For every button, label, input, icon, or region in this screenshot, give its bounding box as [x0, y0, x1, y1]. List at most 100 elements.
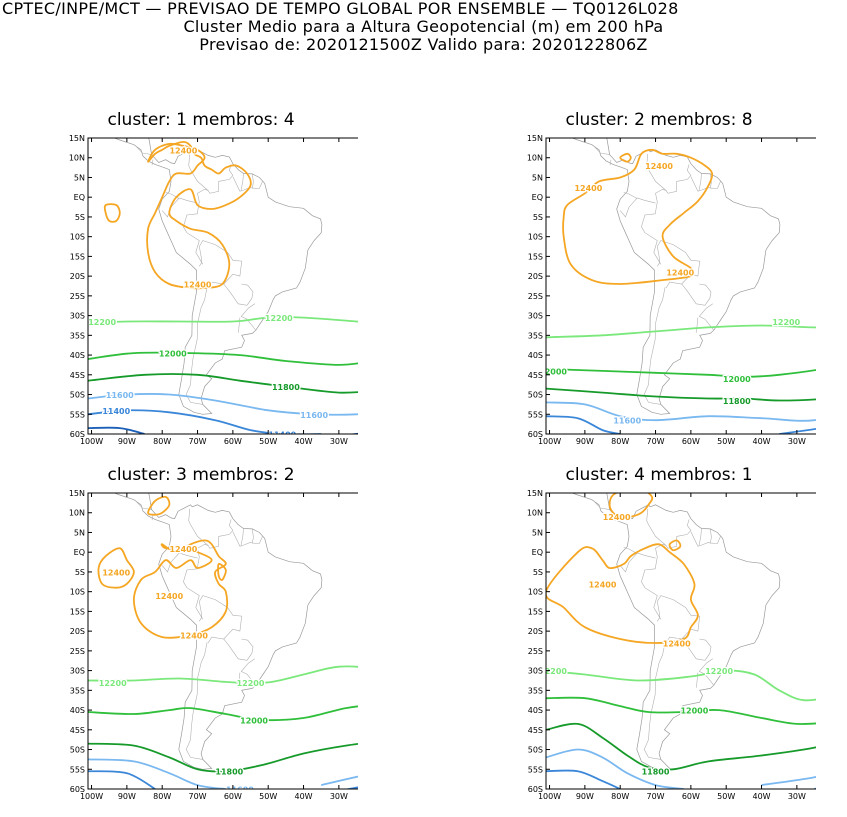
contour-label: 11600 [613, 417, 641, 426]
country-border [240, 303, 257, 331]
country-border [161, 197, 198, 218]
lat-label: 20S [70, 627, 85, 636]
lat-label: 35S [70, 331, 85, 340]
map-frame [87, 137, 358, 435]
country-border [710, 528, 712, 544]
country-border [240, 528, 244, 546]
header-line-3: Previsao de: 2020121500Z Valido para: 20… [199, 35, 648, 54]
contour-label: 12400 [666, 269, 694, 278]
contour-label: 12200 [539, 667, 567, 676]
lat-label: 15N [69, 134, 85, 143]
lon-label: 70W [188, 792, 206, 801]
lat-label: 55S [528, 410, 543, 419]
country-border [623, 192, 637, 199]
contour-11600 [546, 748, 684, 789]
lat-label: 15S [70, 252, 85, 261]
lon-label: 70W [188, 437, 206, 446]
country-border [609, 159, 612, 166]
contour-11600 [761, 775, 816, 786]
lon-label: 40W [752, 437, 770, 446]
lon-label: 80W [153, 437, 171, 446]
contour-label: 12400 [574, 184, 602, 193]
contour-12400 [133, 539, 229, 639]
contour-12400 [608, 493, 654, 519]
country-border [232, 531, 263, 547]
contour-label: 12000 [240, 716, 268, 725]
contour-label: 12200 [265, 314, 293, 323]
lon-label: 30W [788, 792, 806, 801]
contour-12400 [97, 547, 135, 589]
lat-label: 10N [69, 154, 85, 163]
contour-12400 [217, 563, 227, 581]
contour-11600 [88, 393, 358, 416]
lon-label: 90W [118, 792, 136, 801]
contour-label: 12000 [159, 350, 187, 359]
country-border [646, 153, 667, 191]
country-border [198, 595, 243, 644]
map-cluster-1: 12400 12400 12200 12200 12000 11800 11600 11600… [69, 134, 358, 446]
coastline [571, 138, 781, 415]
country-border [641, 519, 692, 620]
panel-cluster-2: cluster: 2 membros: 8 12400 12400 12400 122… [494, 110, 824, 446]
country-border [188, 153, 209, 191]
lat-label: 10N [527, 154, 543, 163]
contour-label: 12200 [705, 667, 733, 676]
contour-label: 11400 [102, 407, 130, 416]
lat-label: 10N [69, 509, 85, 518]
lat-label: 50S [528, 746, 543, 755]
country-border [710, 173, 712, 189]
country-border [161, 552, 198, 573]
map-layer: 12400 12400 12400 12200 12200 12000 11800 [539, 493, 816, 789]
contour-label: 11600 [106, 391, 134, 400]
lat-label: 20S [528, 272, 543, 281]
lat-label: EQ [532, 193, 543, 202]
lat-label: 35S [528, 331, 543, 340]
country-border [185, 642, 208, 760]
lat-label: 25S [70, 647, 85, 656]
lon-label: 100W [538, 792, 561, 801]
contour-12400 [562, 148, 714, 285]
lat-label: EQ [74, 548, 85, 557]
lat-label: 45S [70, 726, 85, 735]
map-cluster-3: 12400 12400 12400 12400 12200 12200 12000 11800… [69, 489, 358, 801]
lon-label: 90W [576, 792, 594, 801]
lat-label: 55S [70, 765, 85, 774]
lon-label: 60W [224, 792, 242, 801]
country-border [238, 317, 241, 333]
lat-label: 10S [528, 588, 543, 597]
lon-label: 50W [259, 792, 277, 801]
country-border [681, 638, 712, 661]
lat-label: 20S [70, 272, 85, 281]
coastline [113, 138, 323, 415]
country-border [135, 145, 152, 155]
lat-label: 30S [70, 667, 85, 676]
contour-label: 12400 [102, 568, 130, 577]
country-border [656, 595, 701, 644]
country-border [619, 197, 656, 218]
country-border [681, 283, 712, 306]
lat-label: 35S [528, 686, 543, 695]
contour-11800 [546, 387, 816, 402]
contour-label: 12400 [603, 513, 631, 522]
contour-label: 12400 [663, 639, 691, 648]
lat-label: 5N [532, 173, 543, 182]
contour-label: 12400 [184, 281, 212, 290]
contour-11800 [88, 373, 358, 394]
lat-label: 35S [70, 686, 85, 695]
lon-label: 60W [682, 792, 700, 801]
contour-11800 [546, 722, 816, 771]
lat-label: 25S [528, 292, 543, 301]
country-border [623, 547, 637, 554]
lat-label: 30S [70, 312, 85, 321]
country-border [151, 514, 154, 521]
map-layer: 12400 12400 12200 12200 12000 11800 11600 11600… [88, 138, 358, 434]
contour-12200 [546, 324, 816, 339]
country-border [698, 658, 715, 686]
lat-label: 40S [528, 351, 543, 360]
contour-label: 12400 [155, 592, 183, 601]
contour-label: 12200 [772, 318, 800, 327]
country-border [151, 159, 154, 166]
lon-label: 70W [646, 437, 664, 446]
lat-label: 5S [75, 568, 85, 577]
country-border [698, 528, 702, 546]
